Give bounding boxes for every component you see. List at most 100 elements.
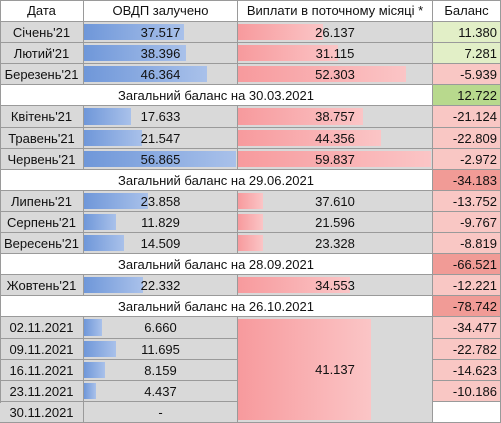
- ovdp-cell[interactable]: -: [84, 402, 238, 423]
- header-payments[interactable]: Виплати в поточному місяці *: [238, 0, 433, 22]
- ovdp-cell[interactable]: 37.517: [84, 22, 238, 43]
- date-label: Лютий'21: [13, 45, 70, 61]
- date-cell[interactable]: 16.11.2021: [0, 360, 84, 381]
- date-cell[interactable]: Жовтень'21: [0, 275, 84, 296]
- payment-cell[interactable]: 38.757: [238, 106, 433, 128]
- balance-cell[interactable]: -12.221: [433, 275, 501, 296]
- balance-cell[interactable]: -10.186: [433, 381, 501, 402]
- balance-cell[interactable]: 7.281: [433, 43, 501, 64]
- balance-value: -34.477: [452, 320, 497, 335]
- balance-cell[interactable]: -13.752: [433, 191, 501, 212]
- payment-cell[interactable]: 31.115: [238, 43, 433, 64]
- total-balance-row[interactable]: Загальний баланс на 29.06.2021: [0, 170, 433, 191]
- ovdp-bar: [84, 66, 207, 82]
- payment-cell[interactable]: 59.837: [238, 149, 433, 170]
- total-balance-row[interactable]: Загальний баланс на 28.09.2021: [0, 254, 433, 275]
- ovdp-cell[interactable]: 21.547: [84, 128, 238, 149]
- total-balance-row[interactable]: Загальний баланс на 30.03.2021: [0, 85, 433, 106]
- date-label: 09.11.2021: [9, 341, 74, 357]
- payment-cell[interactable]: 21.596: [238, 212, 433, 233]
- balance-cell[interactable]: -9.767: [433, 212, 501, 233]
- total-balance-value[interactable]: -66.521: [433, 254, 501, 275]
- balance-cell[interactable]: -21.124: [433, 106, 501, 128]
- november-payment-cell[interactable]: 41.137: [238, 317, 433, 423]
- ovdp-cell[interactable]: 17.633: [84, 106, 238, 128]
- payment-cell[interactable]: 52.303: [238, 64, 433, 85]
- balance-cell[interactable]: -34.477: [433, 317, 501, 339]
- payment-bar: [238, 66, 406, 82]
- balance-cell[interactable]: -2.972: [433, 149, 501, 170]
- ovdp-value: 11.829: [141, 214, 180, 230]
- total-balance-row[interactable]: Загальний баланс на 26.10.2021: [0, 296, 433, 317]
- balance-value: 7.281: [464, 45, 497, 61]
- total-balance-value[interactable]: -34.183: [433, 170, 501, 191]
- ovdp-cell[interactable]: 8.159: [84, 360, 238, 381]
- payment-value: 21.596: [315, 214, 355, 230]
- balance-cell[interactable]: 11.380: [433, 22, 501, 43]
- ovdp-bar: [84, 45, 186, 61]
- payment-cell[interactable]: 23.328: [238, 233, 433, 254]
- ovdp-cell[interactable]: 23.858: [84, 191, 238, 212]
- balance-cell[interactable]: -22.809: [433, 128, 501, 149]
- balance-value: -66.521: [452, 256, 497, 272]
- date-cell[interactable]: Лютий'21: [0, 43, 84, 64]
- payment-bar: [238, 45, 338, 61]
- date-cell[interactable]: Квітень'21: [0, 106, 84, 128]
- balance-cell[interactable]: -5.939: [433, 64, 501, 85]
- header-ovdp[interactable]: ОВДП залучено: [84, 0, 238, 22]
- date-cell[interactable]: Вересень'21: [0, 233, 84, 254]
- ovdp-cell[interactable]: 11.829: [84, 212, 238, 233]
- ovdp-value: 22.332: [140, 277, 181, 293]
- balance-cell[interactable]: [433, 402, 501, 423]
- payment-value: 34.553: [315, 277, 355, 293]
- date-cell[interactable]: Липень'21: [0, 191, 84, 212]
- ovdp-bar: [84, 151, 236, 167]
- date-label: Травень'21: [8, 130, 75, 146]
- date-cell[interactable]: Серпень'21: [0, 212, 84, 233]
- balance-cell[interactable]: -22.782: [433, 339, 501, 360]
- ovdp-cell[interactable]: 46.364: [84, 64, 238, 85]
- header-balance[interactable]: Баланс: [433, 0, 501, 22]
- november-payment-value: 41.137: [315, 362, 355, 377]
- ovdp-cell[interactable]: 4.437: [84, 381, 238, 402]
- payment-value: 59.837: [315, 151, 355, 167]
- date-label: Січень'21: [12, 24, 71, 40]
- date-cell[interactable]: Червень'21: [0, 149, 84, 170]
- ovdp-value: 46.364: [140, 66, 181, 82]
- ovdp-cell[interactable]: 11.695: [84, 339, 238, 360]
- ovdp-cell[interactable]: 6.660: [84, 317, 238, 339]
- date-cell[interactable]: Травень'21: [0, 128, 84, 149]
- date-label: Червень'21: [7, 151, 76, 167]
- date-cell[interactable]: Березень'21: [0, 64, 84, 85]
- total-balance-value[interactable]: -78.742: [433, 296, 501, 317]
- balance-cell[interactable]: -8.819: [433, 233, 501, 254]
- date-label: Вересень'21: [4, 235, 79, 251]
- payment-value: 23.328: [315, 235, 355, 251]
- balance-value: -14.623: [452, 362, 497, 378]
- date-cell[interactable]: 09.11.2021: [0, 339, 84, 360]
- total-balance-label: Загальний баланс на 29.06.2021: [117, 172, 314, 188]
- date-cell[interactable]: Січень'21: [0, 22, 84, 43]
- balance-value: -13.752: [452, 193, 497, 209]
- date-cell[interactable]: 02.11.2021: [0, 317, 84, 339]
- ovdp-cell[interactable]: 56.865: [84, 149, 238, 170]
- balance-cell[interactable]: -14.623: [433, 360, 501, 381]
- ovdp-cell[interactable]: 38.396: [84, 43, 238, 64]
- total-balance-value[interactable]: 12.722: [433, 85, 501, 106]
- payment-value: 31.115: [315, 45, 355, 61]
- payment-cell[interactable]: 37.610: [238, 191, 433, 212]
- balance-value: 11.380: [458, 24, 497, 40]
- ovdp-cell[interactable]: 14.509: [84, 233, 238, 254]
- date-cell[interactable]: 30.11.2021: [0, 402, 84, 423]
- header-date[interactable]: Дата: [0, 0, 84, 22]
- payment-bar: [238, 151, 431, 167]
- ovdp-bar: [84, 235, 124, 251]
- payment-cell[interactable]: 44.356: [238, 128, 433, 149]
- ovdp-value: 14.509: [140, 235, 181, 251]
- payment-cell[interactable]: 34.553: [238, 275, 433, 296]
- ovdp-value: 23.858: [140, 193, 181, 209]
- balance-value: -22.809: [452, 130, 497, 146]
- payment-cell[interactable]: 26.137: [238, 22, 433, 43]
- date-cell[interactable]: 23.11.2021: [0, 381, 84, 402]
- ovdp-cell[interactable]: 22.332: [84, 275, 238, 296]
